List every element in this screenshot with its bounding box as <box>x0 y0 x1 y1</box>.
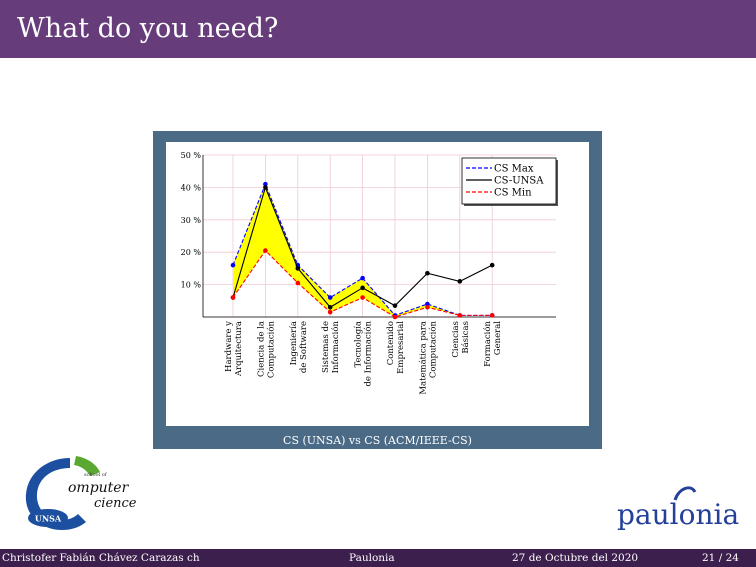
paulonia-logo-text: paulonia <box>617 498 739 531</box>
data-point <box>360 275 365 281</box>
logo-line1: school of <box>84 472 108 478</box>
data-point <box>392 303 398 308</box>
chart: 10 % 20 % 30 % 40 % 50 % Hardware y Arquitectu… <box>181 151 558 395</box>
logo-line3: cience <box>94 496 137 511</box>
footer-institute: Paulonia <box>349 552 395 564</box>
data-point <box>327 295 333 300</box>
x-tick-label: Empresarial <box>396 321 406 374</box>
y-tick-label: 10 % <box>181 281 202 290</box>
y-tick-label: 50 % <box>181 151 202 160</box>
x-tick-label: Básicas <box>460 321 471 354</box>
data-point <box>489 262 495 268</box>
legend <box>461 157 557 205</box>
x-tick-label: Hardware y <box>224 321 234 372</box>
x-tick-label: General <box>493 321 503 355</box>
x-tick-label: Ingeniería <box>288 321 299 365</box>
legend-label: CS Max <box>494 164 534 175</box>
data-point <box>230 295 236 300</box>
x-tick-label: de Información <box>363 320 374 386</box>
figure-caption: CS (UNSA) vs CS (ACM/IEEE-CS) <box>283 434 472 447</box>
x-tick-label: Tecnología <box>353 321 364 367</box>
data-point <box>327 309 333 315</box>
data-point <box>425 270 430 276</box>
data-point <box>327 304 333 310</box>
x-tick-label: Arquitectura <box>234 321 244 377</box>
paulonia-logo: paulonia <box>615 480 750 532</box>
x-tick-label: Ciencia de la <box>256 321 266 377</box>
x-tick-label: Ciencias <box>451 321 461 358</box>
x-tick-label: Formación <box>482 320 493 366</box>
data-point <box>263 185 268 190</box>
data-point <box>230 262 236 268</box>
data-point <box>295 266 301 271</box>
x-tick-label: Sistemas de <box>321 321 331 373</box>
legend-label: CS-UNSA <box>494 176 544 187</box>
data-point <box>425 304 430 310</box>
title-bar: What do you need? <box>0 0 756 58</box>
footer-page-number: 21 / 24 <box>702 552 739 564</box>
data-point <box>425 301 430 307</box>
data-point <box>263 181 268 187</box>
data-point <box>360 295 365 300</box>
slide-title: What do you need? <box>17 13 279 44</box>
x-tick-label: Contenido <box>386 321 396 365</box>
x-tick-label: de Software <box>299 321 309 373</box>
footer-author: Christofer Fabián Chávez Carazas ch <box>2 552 200 564</box>
x-tick-label: Información <box>330 320 341 373</box>
y-tick-label: 40 % <box>181 183 202 192</box>
y-tick-label: 20 % <box>181 248 202 257</box>
x-tick-label: Matemática para <box>417 321 428 395</box>
data-point <box>360 285 365 291</box>
figure-panel: 10 % 20 % 30 % 40 % 50 % Hardware y Arquitectu… <box>166 142 589 426</box>
data-point <box>489 313 495 318</box>
data-point <box>392 314 398 320</box>
x-tick-label: Computación <box>265 320 276 378</box>
footer-date: 27 de Octubre del 2020 <box>512 552 639 564</box>
data-point <box>457 279 463 284</box>
logo-badge-text: UNSA <box>35 514 62 524</box>
computer-science-logo: UNSA school of omputer cience <box>18 452 142 534</box>
range-band <box>233 184 493 317</box>
footer-bar: Christofer Fabián Chávez Carazas ch Paul… <box>0 549 756 567</box>
y-tick-label: 30 % <box>181 216 202 225</box>
data-point <box>295 280 301 286</box>
data-point <box>263 248 268 253</box>
x-tick-label: Computación <box>427 320 438 378</box>
logo-line2: omputer <box>68 480 130 496</box>
legend-label: CS Min <box>494 188 532 199</box>
data-point <box>457 313 463 318</box>
